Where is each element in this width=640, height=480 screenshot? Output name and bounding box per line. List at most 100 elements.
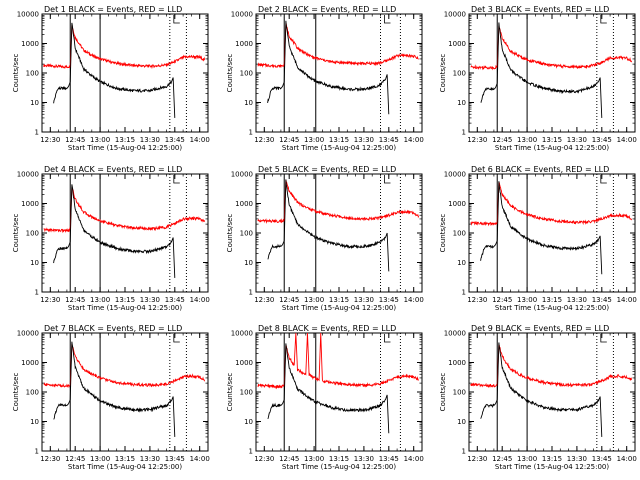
y-tick-label: 10000 bbox=[231, 11, 253, 19]
plot-area bbox=[257, 174, 420, 292]
x-tick-label: 13:15 bbox=[329, 455, 349, 463]
y-tick-label: 100 bbox=[240, 70, 253, 78]
y-tick-label: 10 bbox=[244, 259, 253, 267]
x-tick-label: 12:45 bbox=[279, 296, 299, 304]
y-tick-label: 10 bbox=[457, 259, 466, 267]
y-tick-label: 10000 bbox=[231, 330, 253, 338]
y-tick-label: 100 bbox=[240, 230, 253, 238]
x-tick-label: 14:00 bbox=[617, 455, 637, 463]
x-tick-label: 13:15 bbox=[542, 296, 562, 304]
plot-area bbox=[470, 333, 633, 451]
panel-title: Det 5 BLACK = Events, RED = LLD bbox=[258, 165, 396, 174]
y-tick-label: 1 bbox=[462, 289, 466, 297]
plot-area bbox=[257, 14, 419, 132]
y-tick-label: 1000 bbox=[448, 359, 466, 367]
y-tick-label: 1 bbox=[249, 448, 253, 456]
y-tick-label: 1000 bbox=[235, 200, 253, 208]
y-tick-label: 10000 bbox=[17, 171, 39, 179]
x-tick-label: 13:00 bbox=[517, 136, 537, 144]
lld-series-line bbox=[470, 181, 633, 227]
x-tick-label: 12:30 bbox=[254, 455, 274, 463]
x-tick-label: 14:00 bbox=[404, 136, 424, 144]
plot-frame bbox=[255, 13, 423, 133]
x-tick-label: 14:00 bbox=[617, 136, 637, 144]
panel-title: Det 2 BLACK = Events, RED = LLD bbox=[258, 5, 396, 14]
x-axis-label: Start Time (15-Aug-04 12:25:00) bbox=[68, 463, 182, 471]
panel-title: Det 3 BLACK = Events, RED = LLD bbox=[471, 5, 609, 14]
bracket-marker bbox=[600, 175, 607, 184]
x-tick-label: 12:30 bbox=[467, 455, 487, 463]
x-tick-label: 13:45 bbox=[165, 136, 185, 144]
plot-frame bbox=[255, 173, 423, 293]
x-tick-label: 13:00 bbox=[90, 296, 110, 304]
panel-title: Det 8 BLACK = Events, RED = LLD bbox=[258, 324, 396, 333]
y-tick-label: 10 bbox=[244, 418, 253, 426]
plot-area bbox=[43, 14, 206, 132]
x-tick-label: 13:30 bbox=[140, 455, 160, 463]
y-tick-label: 100 bbox=[453, 389, 466, 397]
x-tick-label: 13:45 bbox=[165, 296, 185, 304]
events-series-line bbox=[480, 22, 603, 118]
lld-series-line bbox=[257, 333, 419, 390]
y-tick-label: 1 bbox=[462, 129, 466, 137]
y-axis-label: Counts/sec bbox=[439, 54, 447, 93]
plot-area bbox=[43, 333, 206, 451]
x-tick-label: 13:15 bbox=[329, 136, 349, 144]
y-axis-label: Counts/sec bbox=[439, 373, 447, 412]
x-tick-label: 13:30 bbox=[354, 136, 374, 144]
x-tick-label: 13:45 bbox=[592, 136, 612, 144]
y-tick-label: 1 bbox=[35, 129, 39, 137]
x-tick-label: 12:30 bbox=[254, 136, 274, 144]
x-tick-label: 13:00 bbox=[90, 455, 110, 463]
panel-det-8: Det 8 BLACK = Events, RED = LLD 1 10 100 100… bbox=[226, 324, 424, 471]
x-tick-label: 13:00 bbox=[304, 455, 324, 463]
x-tick-label: 13:00 bbox=[304, 296, 324, 304]
y-tick-label: 1000 bbox=[21, 200, 39, 208]
events-series-line bbox=[480, 342, 603, 437]
x-tick-label: 12:30 bbox=[40, 296, 60, 304]
x-tick-label: 13:00 bbox=[517, 296, 537, 304]
y-tick-label: 10 bbox=[457, 99, 466, 107]
y-tick-label: 1000 bbox=[448, 40, 466, 48]
plot-frame bbox=[468, 173, 636, 293]
x-tick-label: 12:30 bbox=[40, 136, 60, 144]
bracket-marker bbox=[173, 334, 180, 343]
y-tick-label: 1 bbox=[249, 289, 253, 297]
x-tick-label: 13:30 bbox=[140, 296, 160, 304]
y-tick-label: 100 bbox=[453, 230, 466, 238]
x-tick-label: 12:45 bbox=[279, 455, 299, 463]
plot-frame bbox=[255, 332, 423, 452]
x-tick-label: 13:30 bbox=[354, 296, 374, 304]
lld-series-line bbox=[470, 25, 633, 71]
y-tick-label: 10 bbox=[457, 418, 466, 426]
events-series-line bbox=[53, 184, 176, 278]
x-axis-label: Start Time (15-Aug-04 12:25:00) bbox=[68, 304, 182, 312]
y-axis-label: Counts/sec bbox=[226, 214, 234, 253]
x-tick-label: 13:45 bbox=[379, 296, 399, 304]
y-tick-label: 10000 bbox=[231, 171, 253, 179]
y-axis-label: Counts/sec bbox=[439, 214, 447, 253]
x-tick-label: 12:45 bbox=[279, 136, 299, 144]
x-tick-label: 13:15 bbox=[115, 136, 135, 144]
plot-area bbox=[257, 333, 419, 451]
bracket-marker bbox=[600, 15, 607, 24]
x-tick-label: 14:00 bbox=[617, 296, 637, 304]
plot-frame bbox=[468, 13, 636, 133]
y-tick-label: 100 bbox=[26, 230, 39, 238]
x-tick-label: 14:00 bbox=[190, 296, 210, 304]
x-axis-label: Start Time (15-Aug-04 12:25:00) bbox=[495, 304, 609, 312]
y-tick-label: 1000 bbox=[448, 200, 466, 208]
x-tick-label: 12:45 bbox=[492, 296, 512, 304]
y-tick-label: 1 bbox=[35, 289, 39, 297]
x-tick-label: 13:00 bbox=[517, 455, 537, 463]
x-tick-label: 13:30 bbox=[140, 136, 160, 144]
x-tick-label: 12:45 bbox=[65, 136, 85, 144]
x-tick-label: 14:00 bbox=[190, 136, 210, 144]
x-axis-label: Start Time (15-Aug-04 12:25:00) bbox=[495, 144, 609, 152]
y-axis-label: Counts/sec bbox=[12, 373, 20, 412]
x-tick-label: 13:45 bbox=[592, 455, 612, 463]
events-series-line bbox=[480, 181, 603, 275]
y-tick-label: 100 bbox=[453, 70, 466, 78]
x-tick-label: 12:45 bbox=[492, 136, 512, 144]
